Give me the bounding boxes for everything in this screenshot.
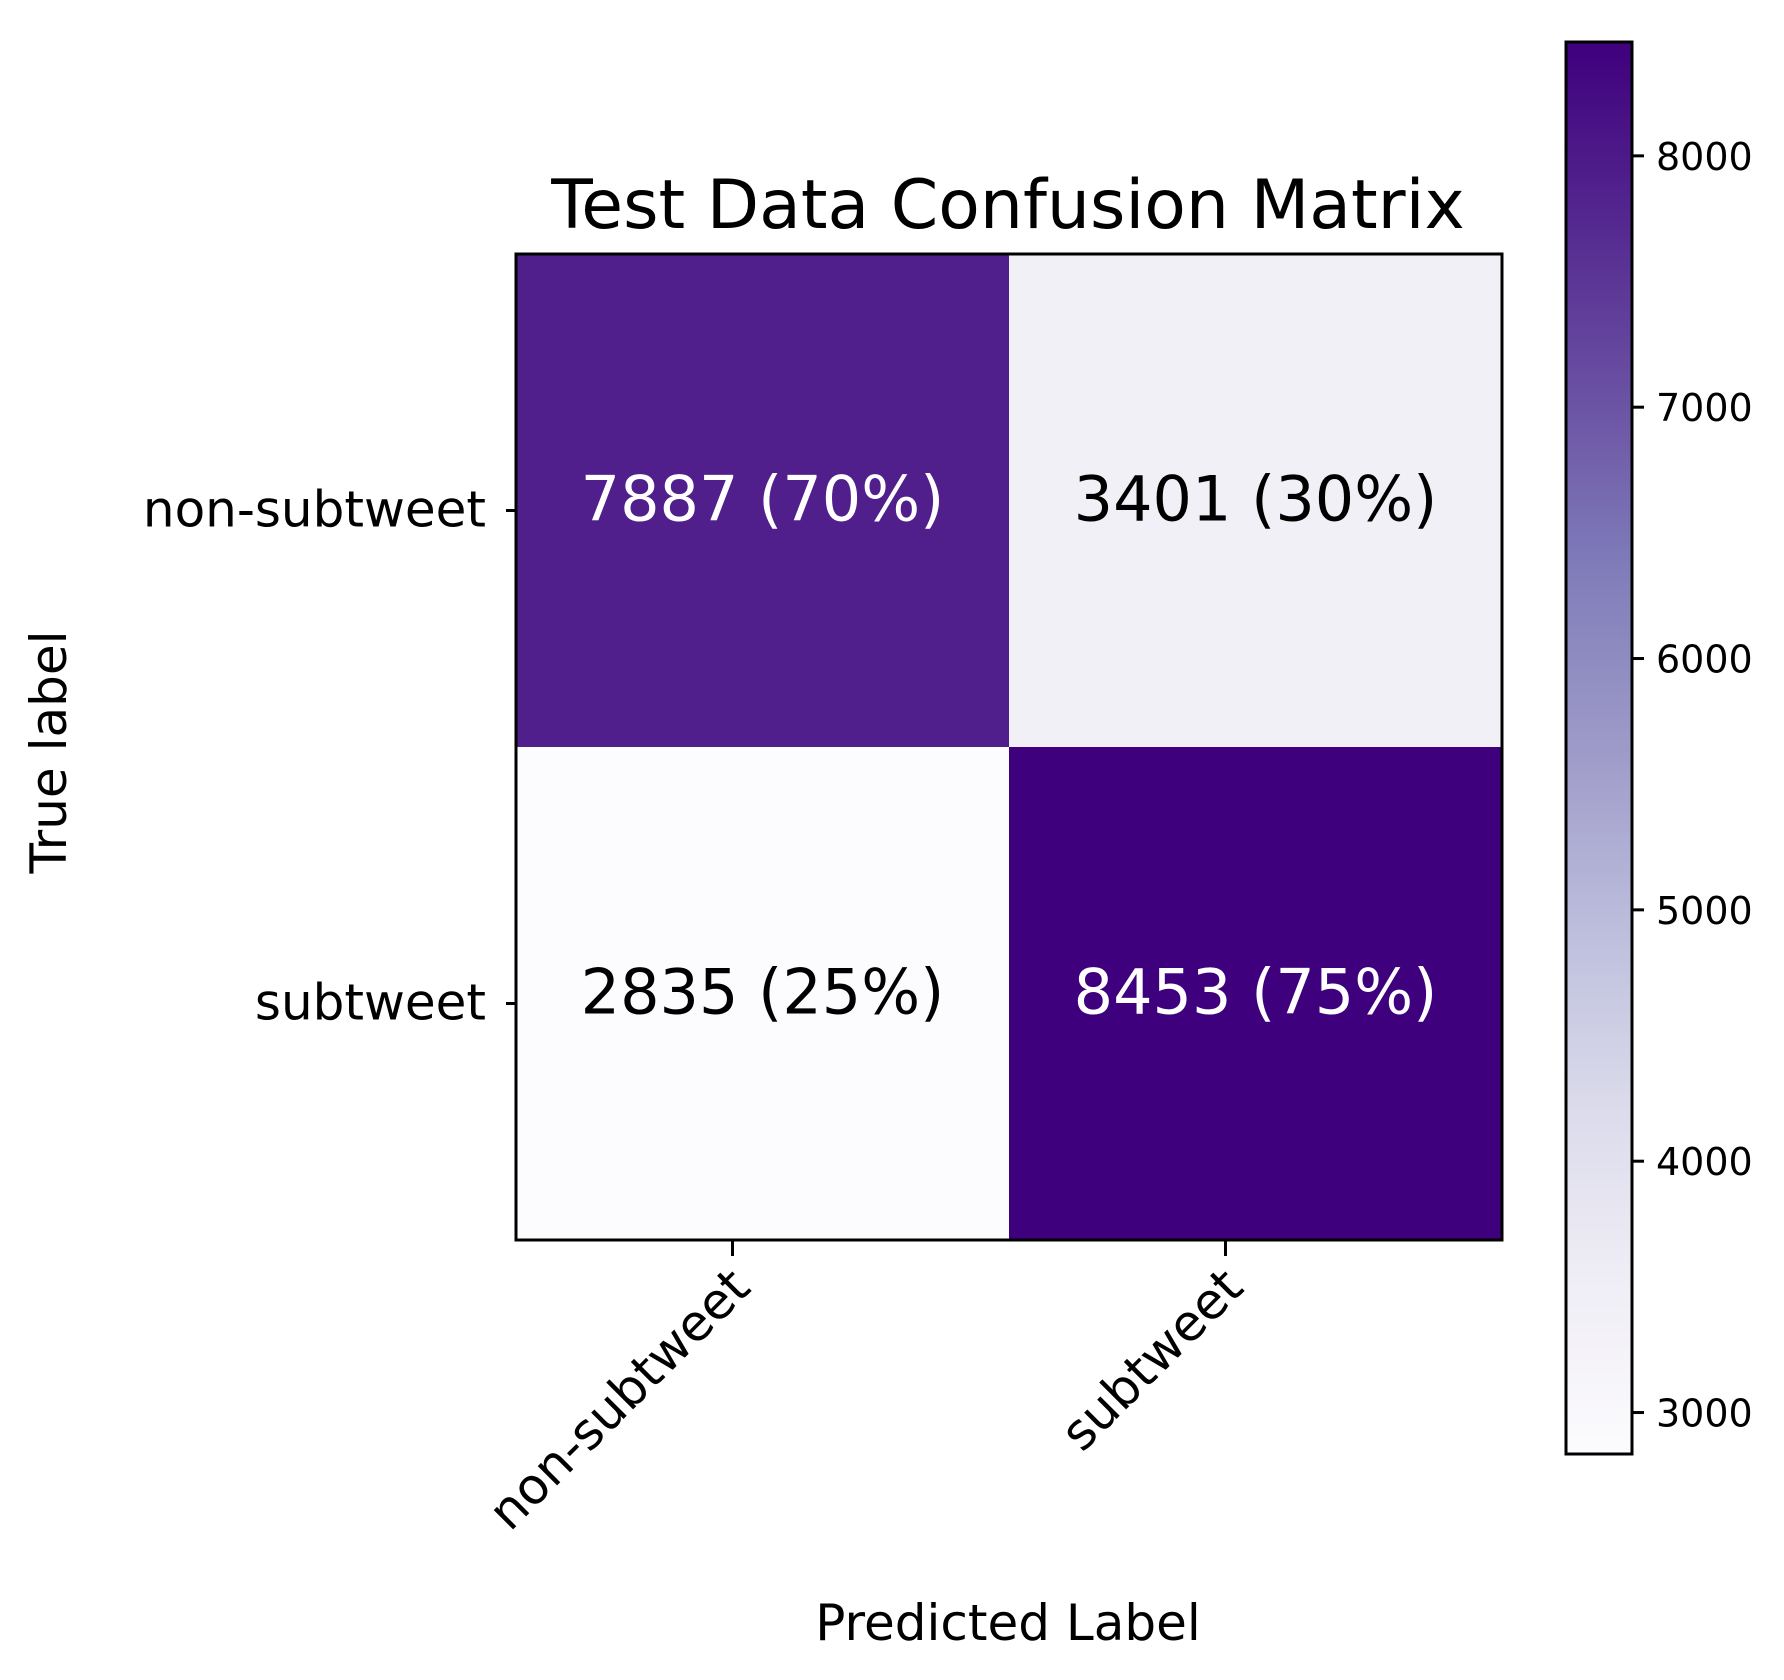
x-axis-label: Predicted Label [815, 1594, 1201, 1652]
y-axis-label: True label [20, 630, 78, 874]
cell-value-label: 8453 (75%) [1074, 956, 1438, 1029]
colorbar-gradient [1566, 42, 1632, 1454]
y-tick-label: subtweet [255, 974, 486, 1032]
colorbar-tick-label: 7000 [1656, 386, 1753, 430]
plot-frame [514, 252, 1504, 1242]
heatmap-cell [1009, 254, 1502, 747]
colorbar-tick-label: 4000 [1656, 1140, 1753, 1184]
colorbar-tick-label: 8000 [1656, 135, 1753, 179]
colorbar: 3000 4000 5000 6000 7000 8000 [1564, 40, 1753, 1456]
heatmap-cells: 7887 (70%) 3401 (30%) 2835 (25%) 8453 (75%) [516, 254, 1502, 1240]
colorbar-tick-label: 5000 [1656, 889, 1753, 933]
x-axis-ticks: non-subtweet subtweet [477, 1240, 1254, 1541]
colorbar-tick-label: 3000 [1656, 1392, 1753, 1436]
chart-title: Test Data Confusion Matrix [550, 166, 1464, 245]
x-tick-label: non-subtweet [477, 1257, 761, 1541]
y-axis-ticks: non-subtweet subtweet [143, 481, 516, 1032]
cell-value-label: 3401 (30%) [1074, 463, 1438, 536]
colorbar-ticks: 3000 4000 5000 6000 7000 8000 [1632, 135, 1753, 1436]
y-tick-label: non-subtweet [143, 481, 486, 539]
cell-value-label: 2835 (25%) [581, 956, 945, 1029]
heatmap-cell [1009, 747, 1502, 1240]
heatmap-cell [516, 747, 1009, 1240]
cell-value-label: 7887 (70%) [581, 463, 945, 536]
colorbar-tick-label: 6000 [1656, 638, 1753, 682]
colorbar-frame [1564, 40, 1634, 1456]
heatmap-cell [516, 254, 1009, 747]
x-tick-label: subtweet [1050, 1257, 1254, 1461]
